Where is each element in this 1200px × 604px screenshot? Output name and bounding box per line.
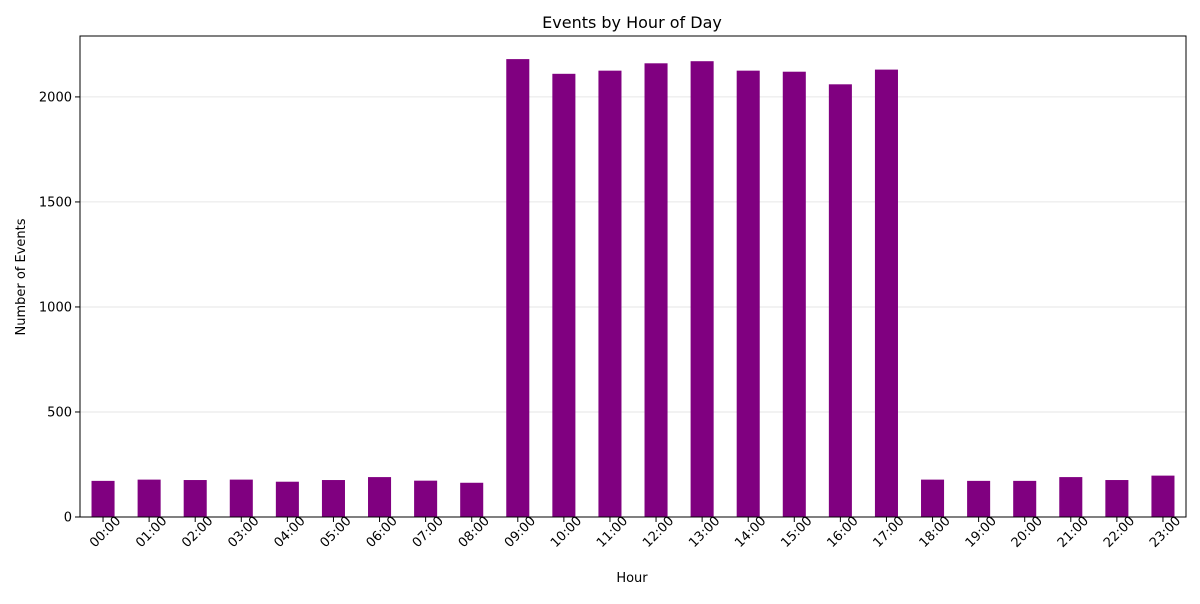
bar-0400 bbox=[275, 481, 299, 517]
bar-0500 bbox=[321, 480, 345, 517]
bar-0600 bbox=[368, 477, 392, 517]
bar-2300 bbox=[1151, 475, 1175, 517]
x-tick-label: 01:00 bbox=[133, 514, 170, 551]
bar-1800 bbox=[921, 479, 945, 517]
x-tick-label: 04:00 bbox=[271, 514, 308, 551]
bar-1600 bbox=[828, 84, 852, 517]
x-tick-label: 02:00 bbox=[179, 514, 216, 551]
x-axis-label: Hour bbox=[616, 571, 648, 586]
x-tick-label: 13:00 bbox=[686, 514, 723, 551]
bar-0100 bbox=[137, 479, 161, 517]
bar-2100 bbox=[1059, 477, 1083, 517]
bar-0900 bbox=[506, 59, 530, 518]
x-tick-label: 11:00 bbox=[594, 514, 631, 551]
bar-2000 bbox=[1013, 480, 1037, 517]
bars bbox=[91, 59, 1175, 518]
y-tick-label: 2000 bbox=[39, 90, 72, 105]
bar-1100 bbox=[598, 70, 622, 518]
x-axis-ticks: 00:00 01:00 02:00 03:00 04:00 05:00 06:00 07:00… bbox=[87, 514, 1184, 551]
y-tick-label: 0 bbox=[64, 511, 72, 526]
x-tick-label: 08:00 bbox=[456, 514, 493, 551]
x-tick-label: 14:00 bbox=[732, 514, 769, 551]
x-tick-label: 05:00 bbox=[318, 514, 355, 551]
x-tick-label: 15:00 bbox=[778, 514, 815, 551]
y-tick-label: 1000 bbox=[39, 300, 72, 315]
bar-0700 bbox=[414, 480, 438, 517]
x-tick-label: 00:00 bbox=[87, 514, 124, 551]
x-tick-label: 19:00 bbox=[963, 514, 1000, 551]
bar-1400 bbox=[736, 70, 760, 518]
chart-title: Events by Hour of Day bbox=[542, 13, 722, 32]
bar-1200 bbox=[644, 63, 668, 518]
bar-0000 bbox=[91, 480, 115, 517]
x-tick-label: 22:00 bbox=[1101, 514, 1138, 551]
x-tick-label: 20:00 bbox=[1009, 514, 1046, 551]
y-axis-ticks: 0 500 1000 1500 2000 bbox=[39, 90, 80, 526]
x-tick-label: 21:00 bbox=[1055, 514, 1092, 551]
y-tick-label: 1500 bbox=[39, 195, 72, 210]
bar-1300 bbox=[690, 61, 714, 518]
grid-lines bbox=[80, 96, 1186, 413]
x-tick-label: 23:00 bbox=[1147, 514, 1184, 551]
x-tick-label: 18:00 bbox=[917, 514, 954, 551]
bar-0200 bbox=[183, 480, 207, 517]
bar-1900 bbox=[967, 480, 991, 517]
x-tick-label: 06:00 bbox=[364, 514, 401, 551]
x-tick-label: 12:00 bbox=[640, 514, 677, 551]
y-tick-label: 500 bbox=[47, 405, 72, 420]
bar-0800 bbox=[460, 482, 484, 517]
bar-1500 bbox=[782, 71, 806, 517]
bar-0300 bbox=[229, 479, 253, 517]
x-tick-label: 09:00 bbox=[502, 514, 539, 551]
x-tick-label: 17:00 bbox=[871, 514, 908, 551]
y-axis-label: Number of Events bbox=[14, 218, 29, 335]
x-tick-label: 16:00 bbox=[824, 514, 861, 551]
bar-2200 bbox=[1105, 480, 1129, 517]
plot-frame bbox=[79, 35, 1187, 518]
x-tick-label: 03:00 bbox=[225, 514, 262, 551]
x-tick-label: 07:00 bbox=[410, 514, 447, 551]
x-tick-label: 10:00 bbox=[548, 514, 585, 551]
bar-1000 bbox=[552, 73, 576, 517]
bar-1700 bbox=[874, 69, 898, 517]
